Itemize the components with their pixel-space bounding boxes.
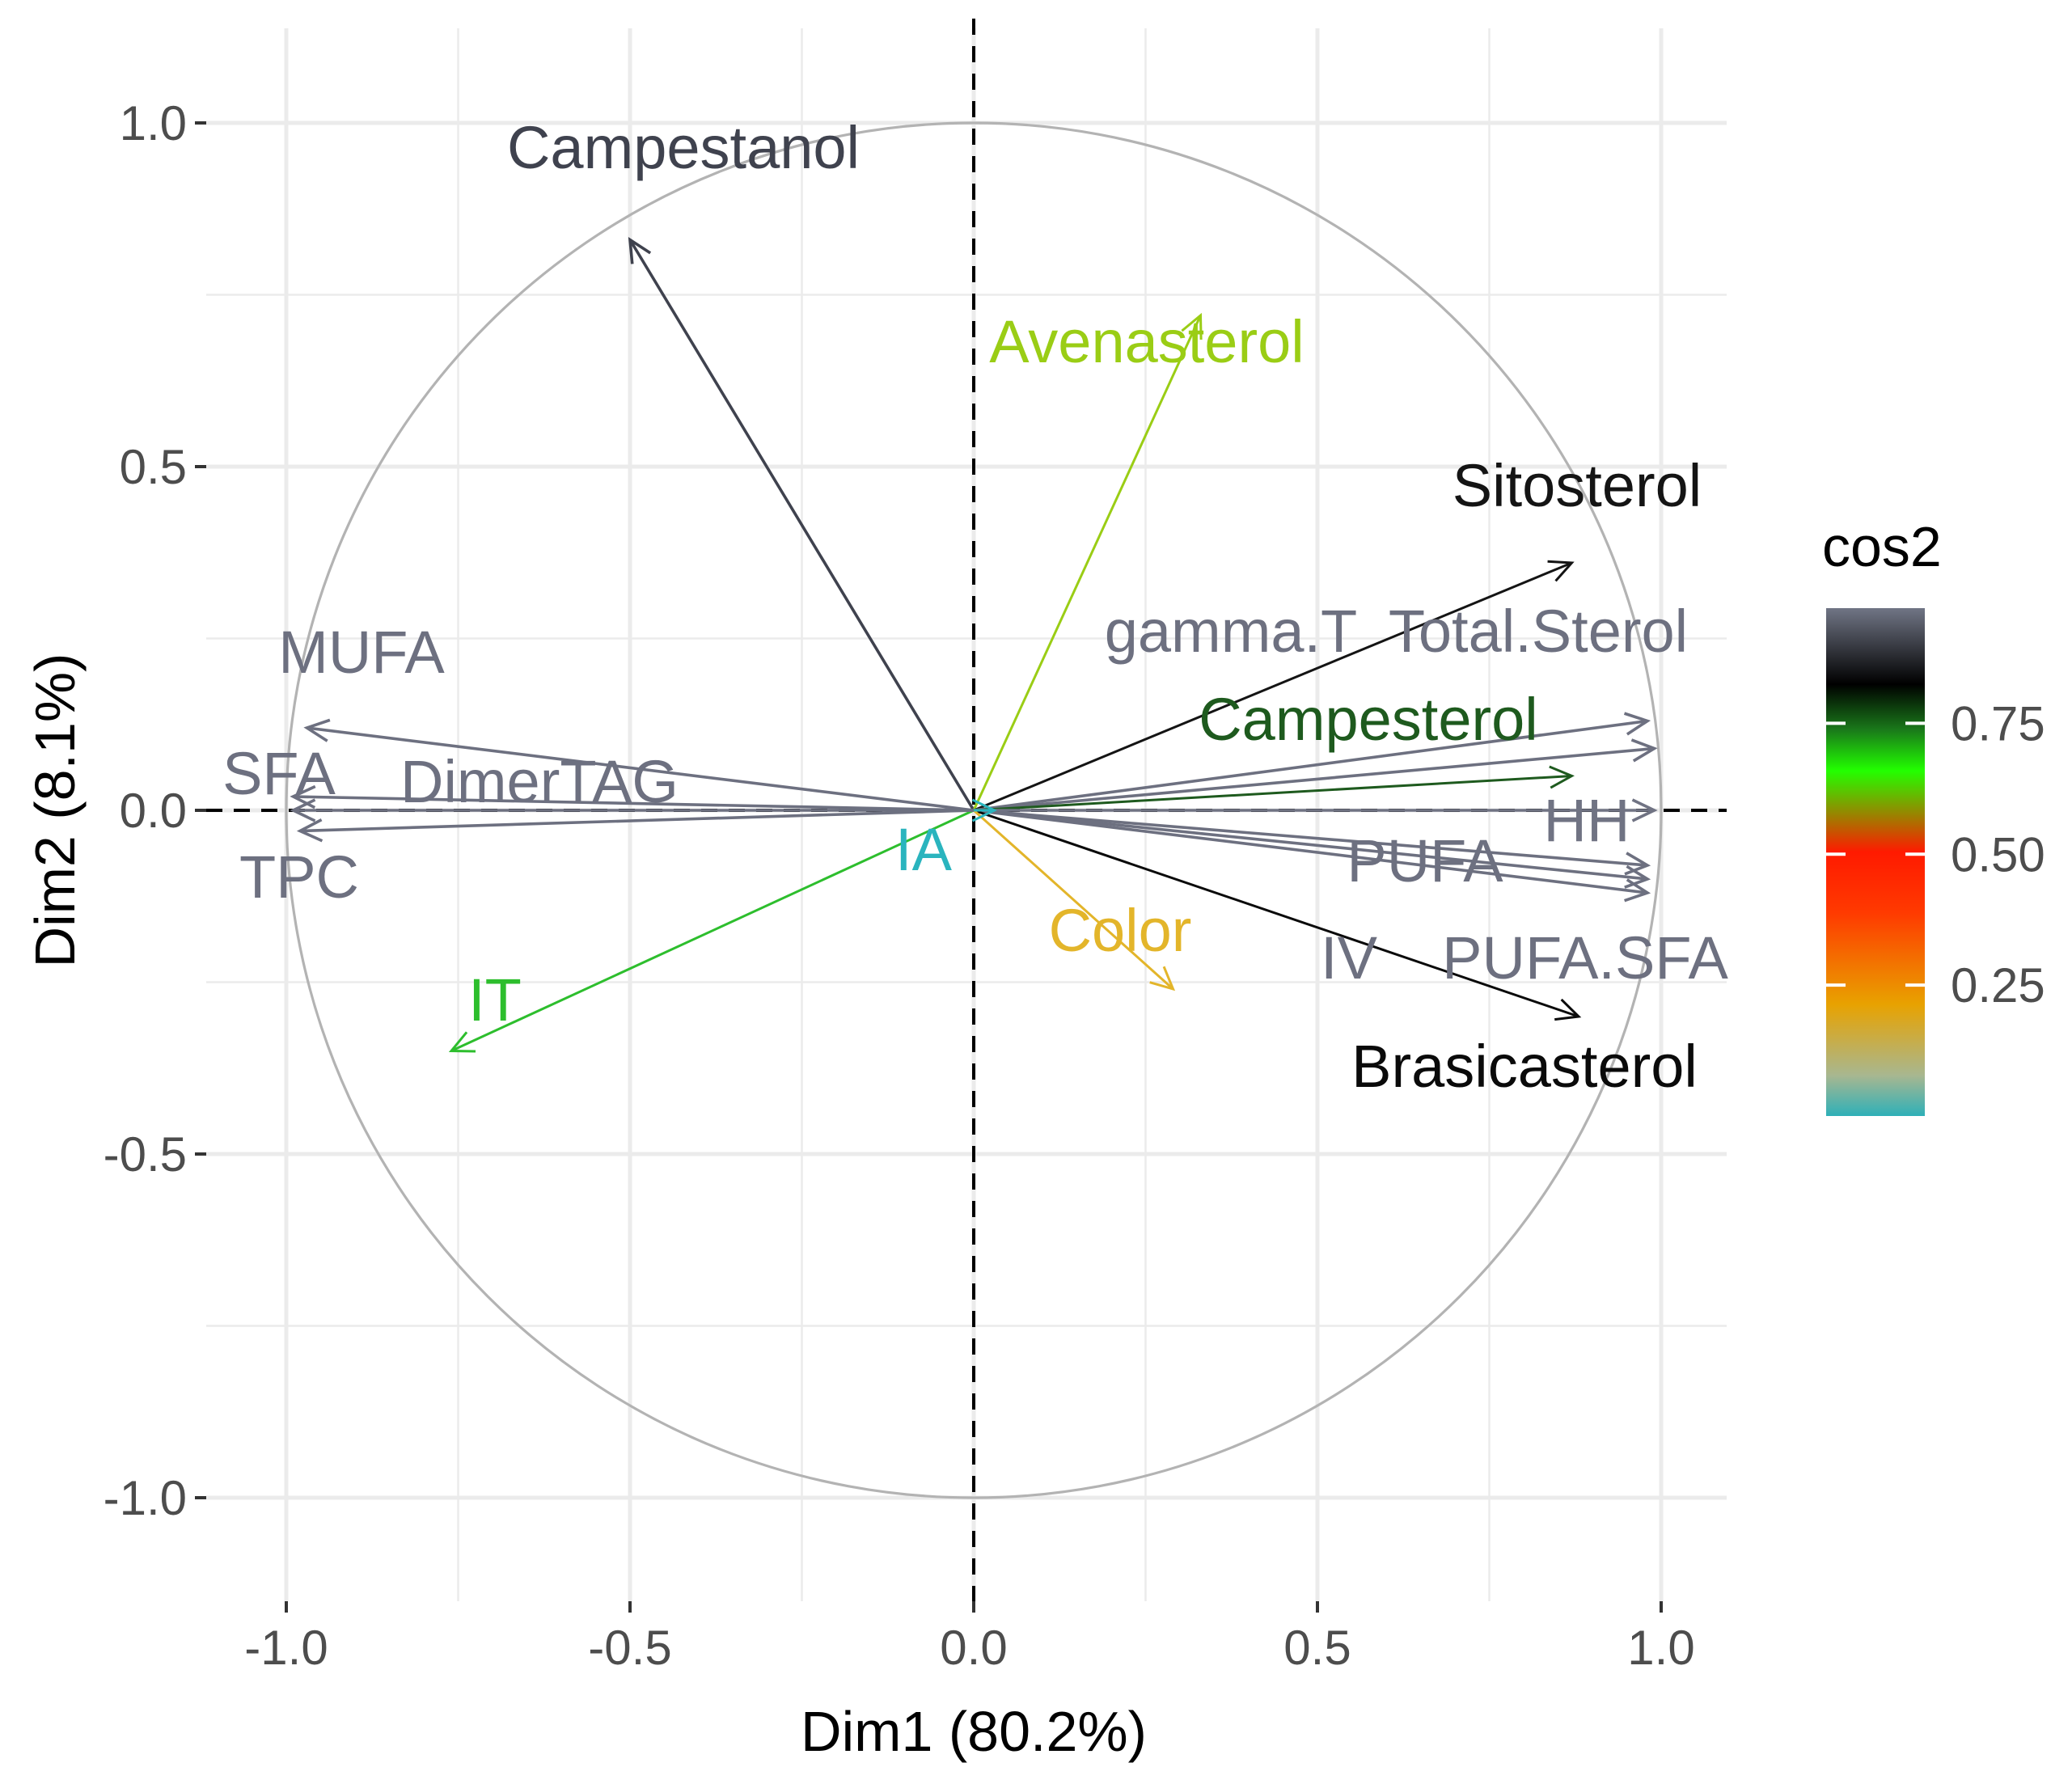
- arrowhead-DimerTAG: [290, 798, 316, 822]
- arrowhead-IT: [448, 1031, 476, 1053]
- label-gamma.T: gamma.T: [1105, 598, 1358, 665]
- label-Color: Color: [1049, 897, 1192, 964]
- y-axis-title: Dim2 (8.1%): [23, 653, 87, 968]
- label-Total.Sterol: Total.Sterol: [1389, 598, 1688, 665]
- label-IA: IA: [895, 816, 953, 883]
- plot-panel: Campestanol Avenasterol Sitosterol gamma.T T…: [23, 19, 1728, 1763]
- label-Campestanol: Campestanol: [507, 114, 860, 181]
- y-tick-label: 0.5: [120, 440, 187, 494]
- variable-arrows: [290, 236, 1658, 1053]
- arrow-IT: [450, 809, 975, 1052]
- arrow-IV: [973, 809, 1648, 894]
- label-TPC: TPC: [239, 843, 359, 911]
- arrow-Avenasterol: [972, 315, 1202, 811]
- x-tick-label: 1.0: [1627, 1621, 1694, 1675]
- arrowhead-Campestanol: [628, 236, 652, 264]
- arrow-SFA: [293, 795, 975, 812]
- arrow-TPC: [299, 809, 975, 833]
- arrow-gamma.T: [973, 719, 1648, 812]
- arrowhead-MUFA: [303, 718, 331, 742]
- arrow-MUFA: [307, 726, 975, 812]
- arrow-Color: [972, 809, 1174, 991]
- arrowhead-Brasicasterol: [1554, 998, 1582, 1021]
- cos2-legend: cos2 0.25 0.50 0.75: [1822, 515, 2045, 1116]
- arrow-Brasicasterol: [973, 809, 1579, 1018]
- arrowhead-PUFA.SFA: [1624, 865, 1651, 889]
- arrowhead-HH: [1631, 798, 1658, 822]
- x-tick-label: -1.0: [244, 1621, 328, 1675]
- legend-tick-label: 0.75: [1951, 696, 2045, 750]
- arrow-Campestanol: [628, 239, 975, 811]
- arrow-Sitosterol: [973, 561, 1573, 812]
- arrowhead-Total.Sterol: [1630, 738, 1658, 763]
- legend-tick-label: 0.50: [1951, 827, 2045, 881]
- legend-colorbar: [1826, 608, 1925, 1116]
- arrow-PUFA.SFA: [973, 809, 1648, 881]
- y-tick-label: -0.5: [104, 1127, 187, 1182]
- arrow-Total.Sterol: [973, 746, 1655, 812]
- label-PUFA: PUFA: [1347, 827, 1503, 894]
- y-tick-label: -1.0: [104, 1471, 187, 1525]
- y-tick-label: 1.0: [120, 96, 187, 150]
- x-tick-label: 0.5: [1283, 1621, 1351, 1675]
- label-IV: IV: [1321, 924, 1378, 991]
- arrow-PUFA: [973, 809, 1648, 867]
- variable-labels: Campestanol Avenasterol Sitosterol gamma.T T…: [222, 114, 1728, 1100]
- arrowhead-Color: [1149, 966, 1176, 991]
- legend-title: cos2: [1822, 515, 1942, 578]
- label-Campesterol: Campesterol: [1199, 686, 1538, 753]
- label-PUFA.SFA: PUFA.SFA: [1442, 924, 1728, 991]
- legend-tick-label: 0.25: [1951, 958, 2045, 1012]
- label-DimerTAG: DimerTAG: [400, 748, 679, 815]
- label-Sitosterol: Sitosterol: [1453, 452, 1702, 519]
- label-HH: HH: [1544, 787, 1630, 854]
- arrowhead-Sitosterol: [1547, 560, 1575, 582]
- arrowhead-Avenasterol: [1181, 312, 1203, 340]
- label-Brasicasterol: Brasicasterol: [1351, 1033, 1698, 1100]
- label-Avenasterol: Avenasterol: [989, 308, 1304, 375]
- x-axis-title: Dim1 (80.2%): [801, 1700, 1147, 1763]
- label-SFA: SFA: [222, 740, 336, 807]
- arrowhead-TPC: [296, 818, 323, 843]
- x-tick-label: -0.5: [588, 1621, 671, 1675]
- x-tick-label: 0.0: [940, 1621, 1007, 1675]
- arrowhead-Campesterol: [1549, 765, 1575, 789]
- arrowhead-gamma.T: [1623, 712, 1651, 736]
- arrowhead-IA: [971, 798, 997, 822]
- y-tick-label: 0.0: [120, 784, 187, 838]
- label-IT: IT: [468, 966, 522, 1034]
- axes: -1.0 -0.5 0.0 0.5 1.0 -1.0 -0.5 0.0 0.5 1.0 Dim1 (…: [23, 96, 1695, 1763]
- arrow-Campesterol: [973, 775, 1572, 812]
- unit-circle: [285, 121, 1663, 1499]
- label-MUFA: MUFA: [278, 619, 445, 686]
